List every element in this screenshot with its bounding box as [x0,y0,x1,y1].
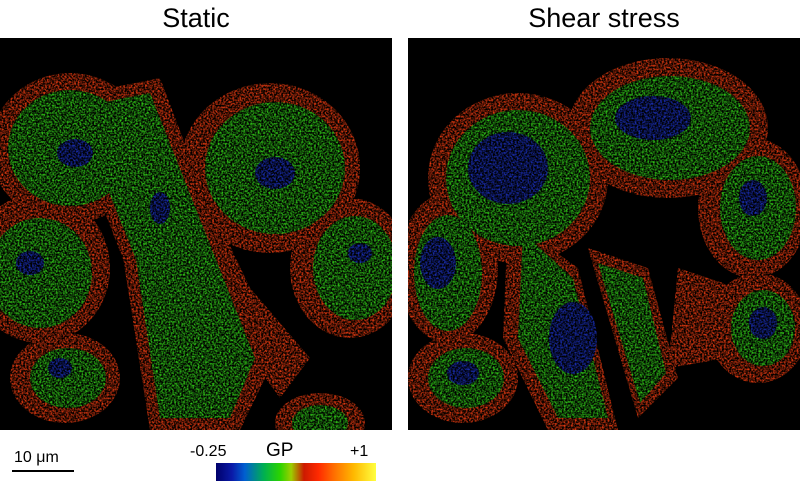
colorbar-min-label: -0.25 [190,443,227,460]
micrograph-static [0,38,392,430]
panel-title-static: Static [162,3,230,33]
gp-colorbar [216,463,376,481]
panel-title-shear-stress: Shear stress [528,3,680,33]
micrograph-shear-stress [408,38,800,430]
colorbar-max-label: +1 [350,443,369,460]
colorbar-title: GP [266,440,294,461]
scale-bar [12,470,74,472]
scale-bar-label: 10 μm [14,449,59,466]
